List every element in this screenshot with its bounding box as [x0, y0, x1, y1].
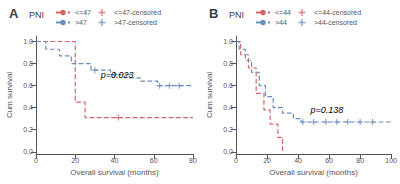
- svg-text:0.6: 0.6: [23, 82, 33, 89]
- svg-text:0: 0: [234, 157, 238, 164]
- svg-text:0.4: 0.4: [23, 104, 33, 111]
- svg-text:>44-censored: >44-censored: [314, 19, 357, 26]
- svg-text:1.0: 1.0: [223, 38, 233, 45]
- svg-text:40: 40: [294, 157, 302, 164]
- svg-text:0.8: 0.8: [23, 60, 33, 67]
- svg-text:PNI: PNI: [229, 10, 244, 20]
- svg-text:20: 20: [71, 157, 79, 164]
- svg-text:>47-censored: >47-censored: [114, 19, 157, 26]
- svg-text:<=44: <=44: [275, 9, 291, 16]
- svg-text:0.4: 0.4: [223, 104, 233, 111]
- svg-text:80: 80: [189, 157, 197, 164]
- svg-text:Cum survival: Cum survival: [5, 72, 14, 118]
- svg-text:Cum survival: Cum survival: [205, 72, 214, 118]
- svg-text:0.2: 0.2: [23, 126, 33, 133]
- svg-text:p=0.023: p=0.023: [100, 70, 134, 80]
- svg-text:60: 60: [150, 157, 158, 164]
- svg-text:80: 80: [356, 157, 364, 164]
- svg-text:0.0: 0.0: [223, 148, 233, 155]
- svg-text:0.6: 0.6: [223, 82, 233, 89]
- svg-text:<=47-censored: <=47-censored: [114, 9, 161, 16]
- svg-text:>47: >47: [75, 19, 87, 26]
- svg-text:>44: >44: [275, 19, 287, 26]
- svg-text:Overall survival (months): Overall survival (months): [70, 168, 159, 177]
- svg-text:B: B: [209, 6, 218, 21]
- svg-text:p=0.138: p=0.138: [309, 105, 343, 115]
- svg-text:0.8: 0.8: [223, 60, 233, 67]
- svg-text:60: 60: [325, 157, 333, 164]
- svg-text:100: 100: [385, 157, 397, 164]
- svg-text:PNI: PNI: [29, 10, 44, 20]
- svg-text:<=47: <=47: [75, 9, 91, 16]
- svg-text:20: 20: [263, 157, 271, 164]
- svg-text:Overall survival (months): Overall survival (months): [269, 168, 358, 177]
- svg-text:0.2: 0.2: [223, 126, 233, 133]
- svg-text:<=44-censored: <=44-censored: [314, 9, 361, 16]
- svg-text:0.0: 0.0: [23, 148, 33, 155]
- svg-text:40: 40: [111, 157, 119, 164]
- svg-text:1.0: 1.0: [23, 38, 33, 45]
- svg-text:0: 0: [34, 157, 38, 164]
- svg-text:A: A: [9, 6, 19, 21]
